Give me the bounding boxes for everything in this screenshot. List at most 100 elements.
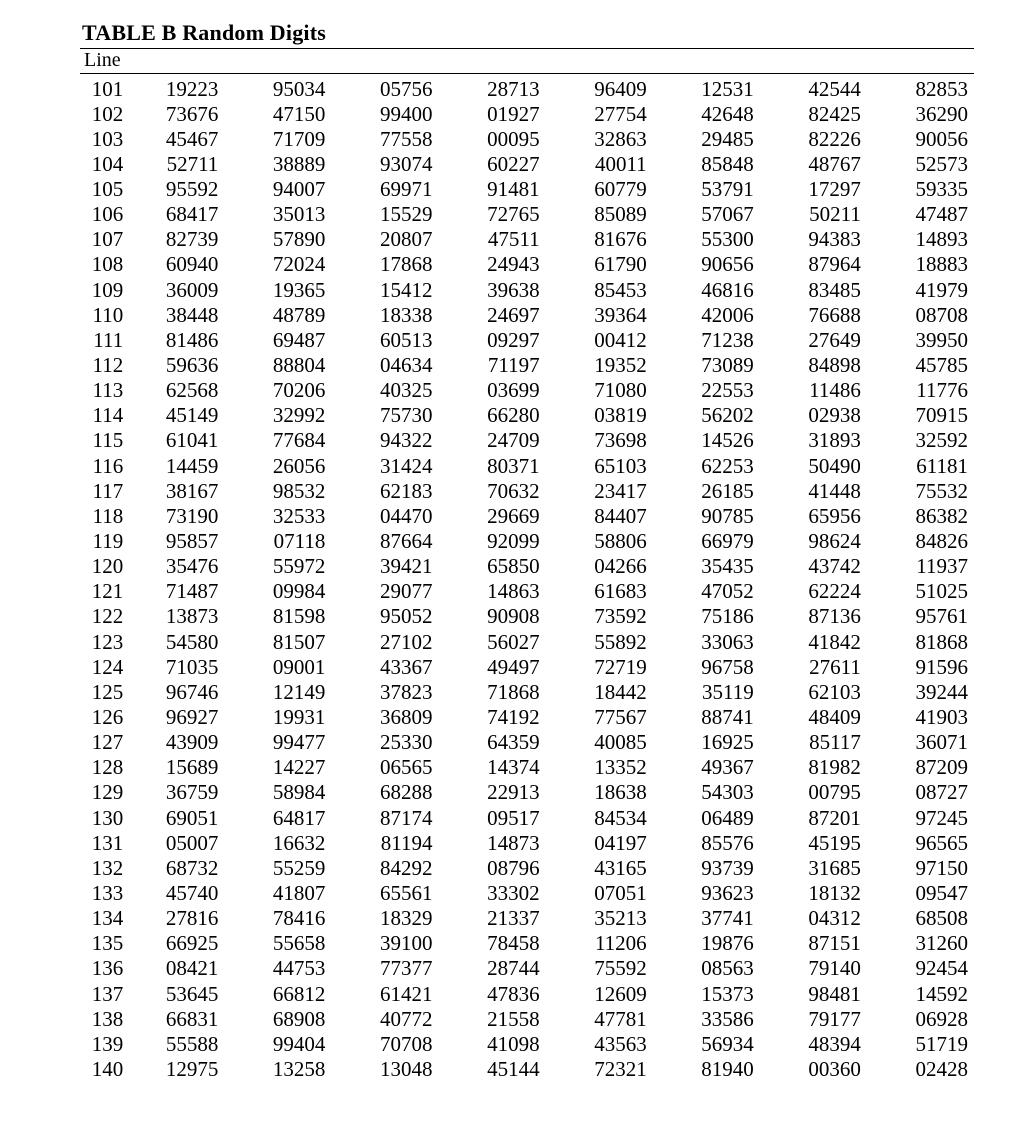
digit-cell: 66812 (236, 981, 343, 1006)
digit-cell: 93739 (665, 855, 772, 880)
table-row: 1093600919365154123963885453468168348541… (80, 277, 974, 302)
line-number-cell: 102 (80, 101, 129, 126)
digit-cell: 60940 (129, 252, 236, 277)
digit-cell: 58984 (236, 780, 343, 805)
table-row: 1310500716632811941487304197855764519596… (80, 830, 974, 855)
digit-cell: 09001 (236, 654, 343, 679)
line-number-cell: 129 (80, 780, 129, 805)
digit-cell: 65561 (343, 881, 450, 906)
digit-cell: 84898 (772, 353, 879, 378)
digit-cell: 21337 (451, 906, 558, 931)
digit-cell: 48394 (772, 1031, 879, 1056)
table-row: 1306905164817871740951784534064898720197… (80, 805, 974, 830)
digit-cell: 41842 (772, 629, 879, 654)
digit-cell: 87136 (772, 604, 879, 629)
digit-cell: 12609 (558, 981, 665, 1006)
digit-cell: 57890 (236, 227, 343, 252)
digit-cell: 66925 (129, 931, 236, 956)
digit-cell: 12531 (665, 76, 772, 101)
digit-cell: 55658 (236, 931, 343, 956)
digit-cell: 68508 (879, 906, 974, 931)
line-number-cell: 108 (80, 252, 129, 277)
digit-cell: 79140 (772, 956, 879, 981)
digit-cell: 08421 (129, 956, 236, 981)
digit-cell: 27611 (772, 654, 879, 679)
digit-cell: 04312 (772, 906, 879, 931)
digit-cell: 48789 (236, 302, 343, 327)
line-number-cell: 131 (80, 830, 129, 855)
digit-cell: 76688 (772, 302, 879, 327)
digit-cell: 81868 (879, 629, 974, 654)
line-number-cell: 104 (80, 151, 129, 176)
digit-cell: 71868 (451, 679, 558, 704)
digit-cell: 77567 (558, 705, 665, 730)
digit-cell: 85848 (665, 151, 772, 176)
table-row: 1360842144753773772874475592085637914092… (80, 956, 974, 981)
digit-cell: 68288 (343, 780, 450, 805)
digit-cell: 50490 (772, 453, 879, 478)
digit-cell: 88804 (236, 353, 343, 378)
table-row: 1086094072024178682494361790906568796418… (80, 252, 974, 277)
digit-cell: 18132 (772, 881, 879, 906)
digit-cell: 39244 (879, 679, 974, 704)
digit-cell: 60513 (343, 327, 450, 352)
table-row: 1078273957890208074751181676553009438314… (80, 227, 974, 252)
digit-cell: 15689 (129, 755, 236, 780)
digit-cell: 61181 (879, 453, 974, 478)
digit-cell: 04197 (558, 830, 665, 855)
line-number-cell: 123 (80, 629, 129, 654)
digit-cell: 35476 (129, 554, 236, 579)
table-row: 1156104177684943222470973698145263189332… (80, 428, 974, 453)
line-number-cell: 112 (80, 353, 129, 378)
digit-cell: 53791 (665, 177, 772, 202)
digit-cell: 00360 (772, 1056, 879, 1081)
digit-cell: 71080 (558, 378, 665, 403)
digit-cell: 65103 (558, 453, 665, 478)
digit-cell: 42544 (772, 76, 879, 101)
digit-cell: 02428 (879, 1056, 974, 1081)
digit-cell: 06565 (343, 755, 450, 780)
digit-cell: 32592 (879, 428, 974, 453)
digit-cell: 48767 (772, 151, 879, 176)
digit-cell: 19223 (129, 76, 236, 101)
digit-cell: 94007 (236, 177, 343, 202)
digit-cell: 47781 (558, 1006, 665, 1031)
digit-cell: 61683 (558, 579, 665, 604)
digit-cell: 90908 (451, 604, 558, 629)
digit-cell: 51025 (879, 579, 974, 604)
digit-cell: 43367 (343, 654, 450, 679)
table-row: 1395558899404707084109843563569344839451… (80, 1031, 974, 1056)
line-number-cell: 113 (80, 378, 129, 403)
digit-cell: 38889 (236, 151, 343, 176)
digit-cell: 95592 (129, 177, 236, 202)
digit-cell: 62183 (343, 478, 450, 503)
digit-cell: 14873 (451, 830, 558, 855)
digit-cell: 61790 (558, 252, 665, 277)
digit-cell: 22553 (665, 378, 772, 403)
digit-cell: 31260 (879, 931, 974, 956)
digit-cell: 73592 (558, 604, 665, 629)
digit-cell: 72765 (451, 202, 558, 227)
digit-cell: 73089 (665, 353, 772, 378)
digit-cell: 81982 (772, 755, 879, 780)
digit-cell: 03699 (451, 378, 558, 403)
digit-cell: 14227 (236, 755, 343, 780)
digit-cell: 43909 (129, 730, 236, 755)
digit-cell: 87151 (772, 931, 879, 956)
digit-cell: 39100 (343, 931, 450, 956)
digit-cell: 47487 (879, 202, 974, 227)
line-number-cell: 134 (80, 906, 129, 931)
digit-cell: 87201 (772, 805, 879, 830)
line-number-cell: 125 (80, 679, 129, 704)
table-row: 1274390999477253306435940085169258511736… (80, 730, 974, 755)
digit-cell: 18638 (558, 780, 665, 805)
digit-cell: 40772 (343, 1006, 450, 1031)
line-number-cell: 124 (80, 654, 129, 679)
digit-cell: 61041 (129, 428, 236, 453)
digit-cell: 32863 (558, 126, 665, 151)
table-title: TABLE B Random Digits (82, 20, 974, 46)
digit-cell: 85576 (665, 830, 772, 855)
digit-cell: 09517 (451, 805, 558, 830)
digit-cell: 41448 (772, 478, 879, 503)
digit-cell: 81486 (129, 327, 236, 352)
